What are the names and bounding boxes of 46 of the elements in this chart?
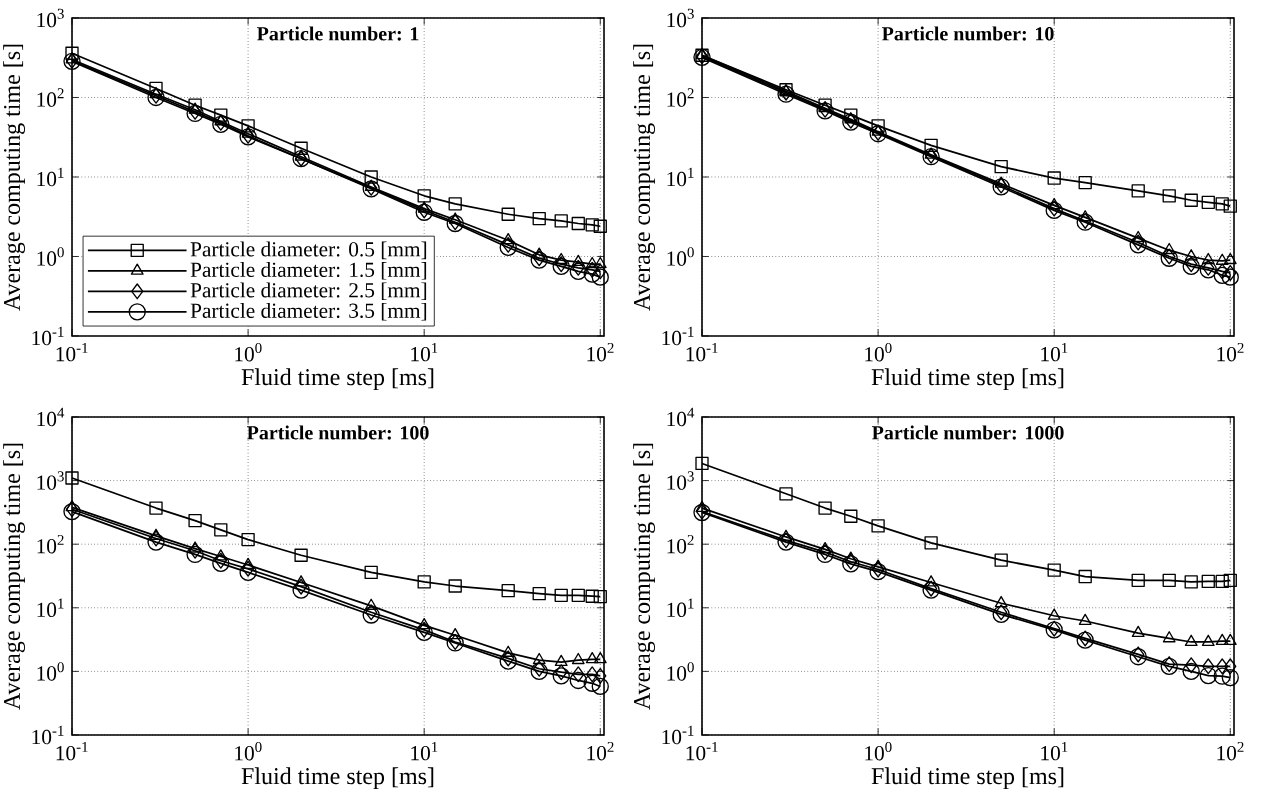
x-tick-label: 10$^{0}$ bbox=[235, 342, 262, 362]
chart-title: Particle number: 1000 bbox=[871, 425, 1064, 440]
y-tick-label: 10$^{0}$ bbox=[667, 247, 694, 266]
y-tick-label: 10$^{2}$ bbox=[37, 534, 64, 554]
y-tick-label: 10$^{2}$ bbox=[37, 88, 64, 107]
x-tick-label: 10$^{0}$ bbox=[865, 741, 892, 761]
y-tick-label: 10$^{0}$ bbox=[667, 662, 694, 681]
x-tick-label: 10$^{1}$ bbox=[411, 741, 438, 761]
x-axis-title: Fluid time step [ms] bbox=[241, 767, 434, 790]
x-tick-label: 10$^{2}$ bbox=[587, 342, 614, 362]
y-axis-title: Average computing time [s] bbox=[3, 443, 26, 710]
y-axis-title: Average computing time [s] bbox=[633, 443, 656, 710]
x-tick-label: 10$^{1}$ bbox=[1041, 342, 1068, 362]
y-tick-label: 10$^{2}$ bbox=[667, 88, 694, 107]
legend-label: Particle diameter: 0.5 [mm] bbox=[190, 241, 427, 260]
legend-label: Particle diameter: 2.5 [mm] bbox=[190, 282, 427, 301]
y-tick-label: 10$^{0}$ bbox=[37, 247, 64, 266]
x-tick-label: 10$^{1}$ bbox=[1041, 741, 1068, 761]
chart-title: Particle number: 1 bbox=[256, 26, 419, 41]
x-axis-title: Fluid time step [ms] bbox=[871, 368, 1064, 391]
chart-title: Particle number: 10 bbox=[881, 26, 1054, 41]
x-tick-label: 10$^{2}$ bbox=[587, 741, 614, 761]
x-axis-title: Fluid time step [ms] bbox=[241, 368, 434, 391]
y-axis-title: Average computing time [s] bbox=[3, 44, 26, 311]
y-tick-label: 10$^{1}$ bbox=[37, 598, 64, 617]
y-tick-label: 10$^{3}$ bbox=[667, 471, 694, 490]
y-axis-title: Average computing time [s] bbox=[633, 44, 656, 311]
y-tick-label: 10$^{3}$ bbox=[37, 471, 64, 490]
x-tick-label: 10$^{0}$ bbox=[865, 342, 892, 362]
y-tick-label: 10$^{1}$ bbox=[667, 598, 694, 617]
chart-title: Particle number: 100 bbox=[246, 425, 429, 440]
y-tick-label: 10$^{3}$ bbox=[37, 8, 64, 28]
x-tick-label: 10$^{0}$ bbox=[235, 741, 262, 761]
x-tick-label: 10$^{2}$ bbox=[1217, 342, 1244, 362]
x-axis-title: Fluid time step [ms] bbox=[871, 767, 1064, 790]
legend-label: Particle diameter: 1.5 [mm] bbox=[190, 261, 427, 280]
y-tick-label: 10$^{4}$ bbox=[667, 407, 695, 427]
y-tick-label: 10$^{1}$ bbox=[37, 167, 64, 187]
x-tick-label: 10$^{2}$ bbox=[1217, 741, 1244, 761]
legend-label: Particle diameter: 3.5 [mm] bbox=[190, 302, 427, 321]
y-tick-label: 10$^{4}$ bbox=[37, 407, 65, 427]
y-tick-label: 10$^{1}$ bbox=[667, 167, 694, 187]
y-tick-label: 10$^{3}$ bbox=[667, 8, 694, 28]
y-tick-label: 10$^{2}$ bbox=[667, 534, 694, 554]
y-tick-label: 10$^{0}$ bbox=[37, 662, 64, 681]
x-tick-label: 10$^{1}$ bbox=[411, 342, 438, 362]
